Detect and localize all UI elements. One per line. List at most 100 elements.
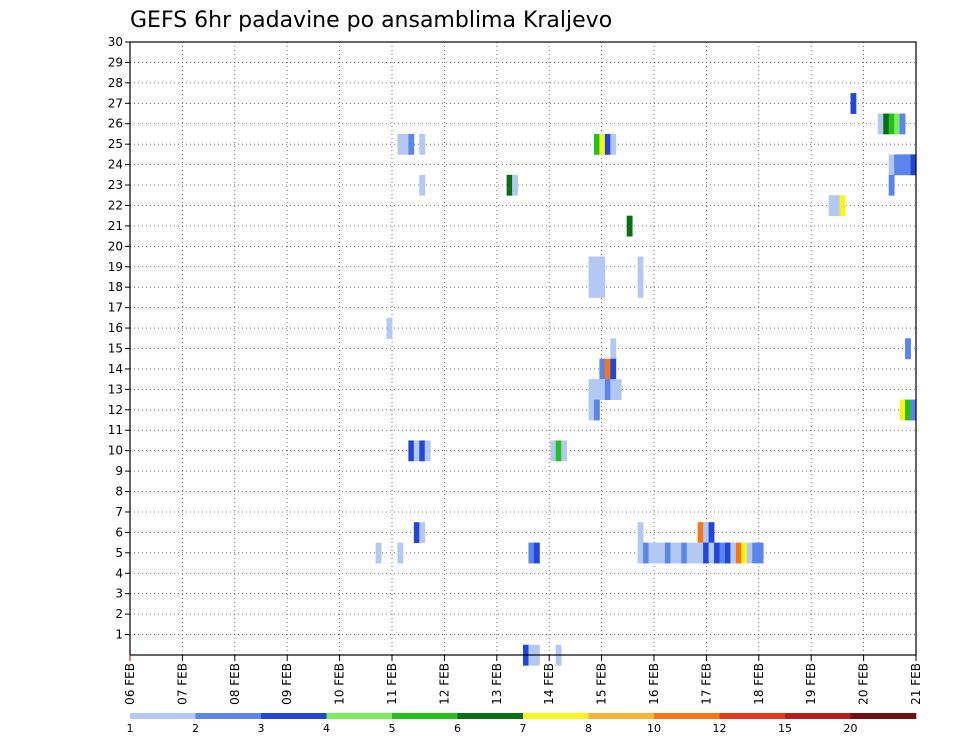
heatmap-cell [659, 542, 666, 564]
heatmap-cell [637, 276, 644, 298]
legend-label: 7 [520, 722, 527, 735]
heatmap-cell [599, 256, 606, 278]
heatmap-cell [637, 256, 644, 278]
heatmap-cell [588, 379, 595, 400]
heatmap-cell [910, 399, 917, 421]
heatmap-cell [588, 276, 595, 298]
legend-label: 6 [454, 722, 461, 735]
y-tick-label: 5 [115, 546, 123, 560]
heatmap-cell [899, 113, 906, 135]
x-tick-label: 14 FEB [542, 663, 556, 705]
y-tick-label: 22 [108, 198, 123, 212]
heatmap-cell [670, 542, 677, 564]
legend-label: 2 [192, 722, 199, 735]
heatmap-cell [681, 542, 688, 564]
y-tick-label: 9 [115, 464, 123, 478]
x-tick-label: 06 FEB [123, 663, 137, 705]
heatmap-cell [850, 93, 857, 114]
heatmap-cell [703, 522, 709, 544]
y-tick-label: 7 [115, 505, 123, 519]
heatmap-cell [648, 542, 655, 564]
heatmap-cells [375, 93, 917, 666]
heatmap-cell [397, 133, 404, 155]
x-tick-label: 07 FEB [175, 663, 189, 705]
heatmap-cell [637, 522, 644, 544]
y-tick-label: 30 [108, 35, 123, 49]
y-tick-label: 20 [108, 239, 123, 253]
legend-swatch [850, 713, 917, 719]
y-tick-label: 25 [108, 137, 123, 151]
legend-label: 3 [258, 722, 265, 735]
chart-title: GEFS 6hr padavine po ansamblima Kraljevo [130, 8, 612, 33]
heatmap-cell [905, 338, 911, 360]
y-tick-label: 27 [108, 96, 123, 110]
heatmap-cell [419, 133, 426, 155]
heatmap-cell [604, 379, 611, 400]
heatmap-cell [894, 113, 901, 135]
heatmap-cell [724, 542, 731, 564]
heatmap-cell [610, 358, 617, 380]
y-tick-label: 11 [108, 423, 123, 437]
heatmap-cell [528, 542, 535, 564]
heatmap-cell [752, 542, 759, 564]
y-tick-label: 29 [108, 55, 123, 69]
heatmap-cell [408, 440, 415, 462]
heatmap-cell [550, 440, 557, 462]
heatmap-cell [626, 215, 633, 237]
y-tick-label: 17 [108, 301, 123, 315]
heatmap-cell [686, 542, 693, 564]
heatmap-cell [402, 133, 409, 155]
y-axis: 1234567891011121314151617181920212223242… [108, 35, 130, 642]
heatmap-cell [599, 276, 606, 298]
heatmap-cell [703, 542, 709, 564]
heatmap-cell [615, 379, 622, 400]
x-tick-label: 10 FEB [333, 663, 347, 705]
heatmap-cell [386, 317, 393, 339]
heatmap-cell [512, 174, 518, 196]
heatmap-cell [730, 542, 737, 564]
heatmap-cell [593, 399, 600, 421]
y-tick-label: 26 [108, 117, 123, 131]
legend-swatch [719, 713, 786, 719]
heatmap-cell [599, 379, 606, 400]
heatmap-cell [588, 256, 595, 278]
legend-swatch [457, 713, 524, 719]
heatmap-cell [905, 399, 911, 421]
heatmap-cell [408, 133, 415, 155]
x-tick-label: 21 FEB [909, 663, 923, 705]
heatmap-cell [714, 542, 720, 564]
heatmap-cell [746, 542, 753, 564]
heatmap-cell [839, 195, 846, 217]
heatmap-cell [883, 113, 890, 135]
heatmap-cell [757, 542, 764, 564]
heatmap-cell [375, 542, 382, 564]
x-tick-label: 16 FEB [647, 663, 661, 705]
y-tick-label: 21 [108, 219, 123, 233]
heatmap-cell [397, 542, 404, 564]
heatmap-cell [588, 399, 595, 421]
heatmap-cell [708, 522, 715, 544]
heatmap-cell [593, 256, 600, 278]
legend-swatch [326, 713, 393, 719]
heatmap-cell [697, 522, 704, 544]
heatmap-cell [834, 195, 840, 217]
heatmap-cell [741, 542, 748, 564]
legend-label: 20 [844, 722, 858, 735]
heatmap-cell [424, 440, 431, 462]
legend-swatch [130, 713, 196, 719]
x-tick-label: 18 FEB [752, 663, 766, 705]
y-tick-label: 1 [115, 628, 123, 642]
x-tick-label: 12 FEB [437, 663, 451, 705]
heatmap-cell [664, 542, 671, 564]
heatmap-cell [604, 358, 611, 380]
heatmap-cell [877, 113, 884, 135]
heatmap-cell [894, 154, 901, 176]
y-tick-label: 2 [115, 607, 123, 621]
grid-lines [129, 41, 917, 655]
y-tick-label: 18 [108, 280, 123, 294]
legend-label: 5 [389, 722, 396, 735]
heatmap-cell [910, 154, 917, 176]
heatmap-cell [708, 542, 715, 564]
heatmap-cell [697, 542, 704, 564]
